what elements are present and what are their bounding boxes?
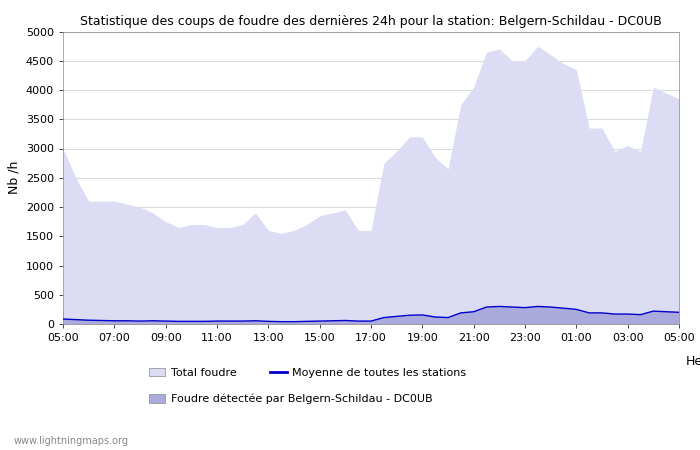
Text: www.lightningmaps.org: www.lightningmaps.org xyxy=(14,436,129,446)
Legend: Foudre détectée par Belgern-Schildau - DC0UB: Foudre détectée par Belgern-Schildau - D… xyxy=(148,394,433,405)
Title: Statistique des coups de foudre des dernières 24h pour la station: Belgern-Schil: Statistique des coups de foudre des dern… xyxy=(80,14,662,27)
Text: Heure: Heure xyxy=(686,355,700,368)
Y-axis label: Nb /h: Nb /h xyxy=(7,161,20,194)
